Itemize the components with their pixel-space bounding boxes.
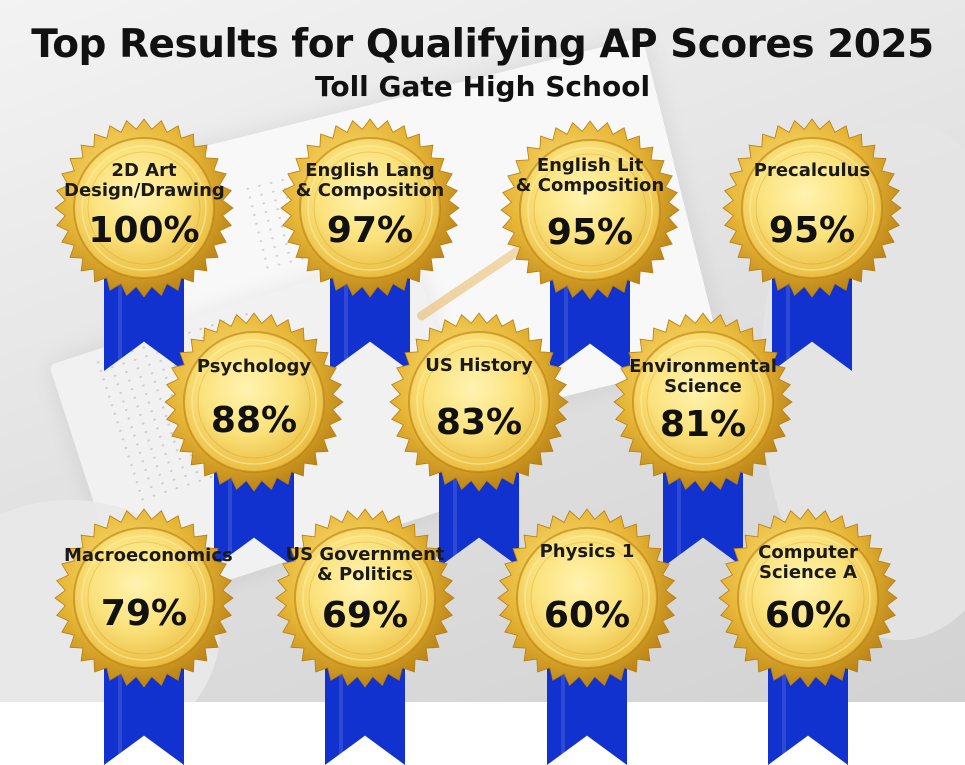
award-badge: Psychology 88%	[164, 312, 344, 567]
award-percent: 97%	[326, 210, 414, 251]
gold-seal	[164, 312, 344, 492]
gold-seal	[722, 118, 902, 298]
award-badge: Macroeconomics 79%	[54, 508, 234, 765]
award-badge: Physics 1 60%	[497, 508, 677, 765]
award-badge: English Lang & Composition 97%	[280, 118, 460, 371]
award-subject: Physics 1	[539, 541, 635, 562]
award-badge: US History 83%	[389, 312, 569, 567]
gold-seal	[389, 312, 569, 492]
award-percent: 81%	[659, 404, 747, 445]
page-subtitle: Toll Gate High School	[314, 70, 651, 103]
award-subject: Macroeconomics	[64, 545, 233, 566]
award-subject: US Government & Politics	[285, 544, 445, 585]
award-subject: Environmental Science	[629, 356, 777, 397]
gold-seal	[613, 312, 793, 492]
award-subject: US History	[425, 355, 533, 376]
award-subject: Computer Science A	[758, 542, 858, 583]
gold-seal	[280, 118, 460, 298]
award-badge: English Lit & Composition 95%	[500, 120, 680, 373]
award-percent: 88%	[210, 400, 298, 441]
award-subject: English Lang & Composition	[295, 160, 445, 201]
gold-seal	[497, 508, 677, 688]
award-percent: 69%	[321, 595, 409, 636]
award-percent: 83%	[435, 402, 523, 443]
award-percent: 60%	[764, 595, 852, 636]
award-subject: Psychology	[196, 356, 312, 377]
gold-seal	[718, 508, 898, 688]
award-subject: Precalculus	[753, 160, 871, 181]
award-percent: 79%	[100, 593, 188, 634]
award-badge: 2D Art Design/Drawing 100%	[54, 118, 234, 371]
award-badge: Computer Science A 60%	[718, 508, 898, 765]
award-badge: Precalculus 95%	[722, 118, 902, 371]
award-percent: 95%	[546, 212, 634, 253]
gold-seal	[275, 508, 455, 688]
award-subject: 2D Art Design/Drawing	[64, 160, 225, 201]
award-badge: Environmental Science 81%	[613, 312, 793, 567]
award-percent: 95%	[768, 210, 856, 251]
gold-seal	[54, 118, 234, 298]
gold-seal	[500, 120, 680, 300]
award-percent: 60%	[543, 595, 631, 636]
page-title: Top Results for Qualifying AP Scores 202…	[31, 22, 934, 67]
award-badge: US Government & Politics 69%	[275, 508, 455, 765]
award-subject: English Lit & Composition	[515, 155, 665, 196]
gold-seal	[54, 508, 234, 688]
award-percent: 100%	[88, 210, 200, 251]
